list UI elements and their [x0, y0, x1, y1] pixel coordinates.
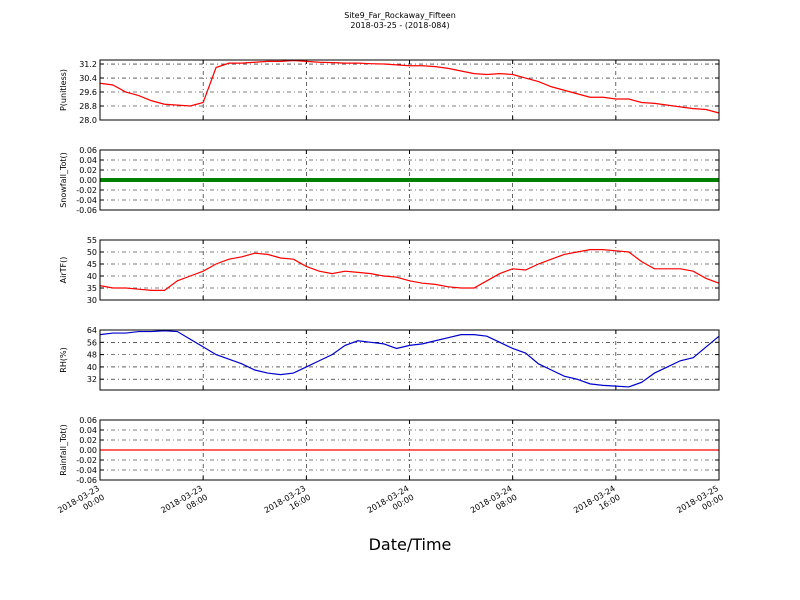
y-tick-label: 28.8 [79, 102, 97, 111]
y-tick-label: 35 [87, 284, 97, 293]
x-tick-label: 2018-03-2308:00 [159, 484, 209, 524]
title: Site9_Far_Rockaway_Fifteen [344, 11, 456, 20]
y-tick-label: 40 [87, 363, 97, 372]
y-axis-label: Snowfall_Tot() [59, 152, 68, 208]
y-tick-label: 56 [87, 338, 97, 347]
x-tick-label: 2018-03-2500:00 [675, 484, 725, 524]
plot-frame [99, 239, 720, 301]
y-tick-label: 30.4 [79, 74, 97, 83]
y-tick-label: -0.04 [76, 196, 97, 205]
y-tick-label: 0.04 [79, 156, 97, 165]
y-tick-label: 31.2 [79, 60, 97, 69]
line [99, 330, 720, 388]
plot-frame [99, 149, 720, 211]
y-tick-label: 0.04 [79, 426, 97, 435]
y-tick-label: 64 [87, 326, 97, 335]
y-tick-label: 32 [87, 375, 97, 384]
y-tick-label: 29.6 [79, 88, 97, 97]
x-tick-label: 2018-03-2400:00 [366, 484, 416, 524]
y-tick-label: 28.0 [79, 116, 97, 125]
x-tick-label: 2018-03-2416:00 [572, 484, 622, 524]
y-tick-label: 0.02 [79, 436, 97, 445]
y-axis-label: Rainfall_Tot() [59, 424, 68, 476]
y-tick-label: 55 [87, 236, 97, 245]
y-tick-label: 30 [87, 296, 97, 305]
line [99, 59, 720, 114]
x-tick-label: 2018-03-2316:00 [263, 484, 313, 524]
y-tick-label: -0.04 [76, 466, 97, 475]
y-tick-label: 0.00 [79, 446, 97, 455]
x-tick-label: 2018-03-2300:00 [56, 484, 106, 524]
y-tick-label: 0.06 [79, 416, 97, 425]
line [99, 249, 720, 291]
y-tick-label: 0.02 [79, 166, 97, 175]
plot-frame [99, 329, 720, 391]
subtitle: 2018-03-25 - (2018-084) [350, 21, 449, 30]
y-tick-label: 0.00 [79, 176, 97, 185]
x-axis-label: Date/Time [369, 535, 452, 554]
y-tick-label: -0.06 [76, 476, 97, 485]
y-tick-label: 0.06 [79, 146, 97, 155]
x-tick-label: 2018-03-2408:00 [469, 484, 519, 524]
y-tick-label: 50 [87, 248, 97, 257]
plot-frame [99, 419, 720, 481]
plot-frame [99, 59, 720, 121]
y-axis-label: P(unitless) [59, 69, 68, 111]
y-tick-label: -0.02 [76, 456, 97, 465]
y-axis-label: RH(%) [59, 347, 68, 372]
y-tick-label: 48 [87, 351, 97, 360]
y-axis-label: AirTF() [59, 257, 68, 284]
y-tick-label: 40 [87, 272, 97, 281]
y-tick-label: -0.06 [76, 206, 97, 215]
y-tick-label: -0.02 [76, 186, 97, 195]
y-tick-label: 45 [87, 260, 97, 269]
